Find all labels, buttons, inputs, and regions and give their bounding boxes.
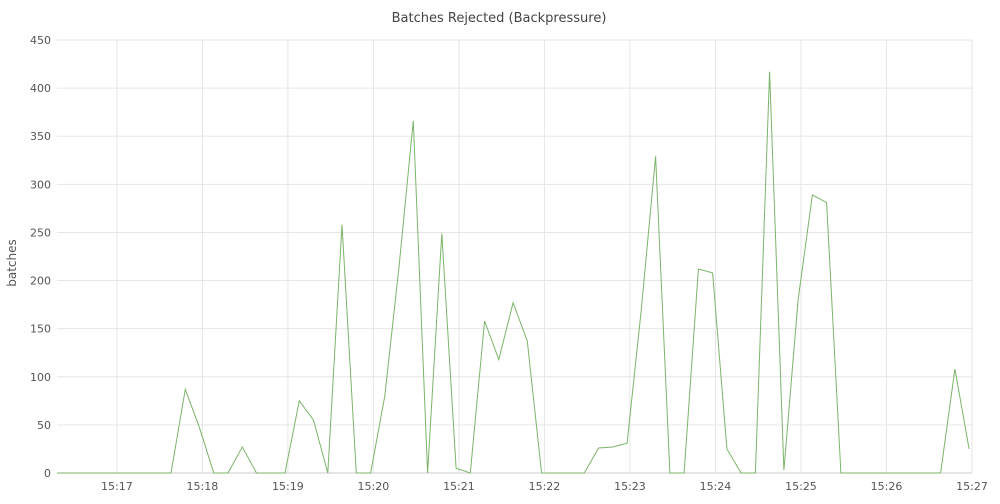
y-tick-label: 50: [37, 419, 51, 432]
x-tick-label: 15:22: [529, 480, 561, 493]
x-tick-label: 15:23: [614, 480, 646, 493]
x-tick-label: 15:24: [700, 480, 732, 493]
x-tick-label: 15:20: [358, 480, 390, 493]
y-tick-label: 400: [30, 82, 51, 95]
x-tick-label: 15:27: [956, 480, 988, 493]
y-tick-label: 450: [30, 34, 51, 47]
x-tick-label: 15:26: [871, 480, 903, 493]
axis-ticks: 0 50 100 150 200 250 300 350 400 450 15:17 15:18 15:…: [30, 34, 988, 493]
x-tick-label: 15:21: [443, 480, 475, 493]
y-tick-label: 350: [30, 130, 51, 143]
series-layer: [57, 71, 970, 474]
y-tick-label: 200: [30, 275, 51, 288]
chart-title: Batches Rejected (Backpressure): [392, 11, 607, 26]
y-tick-label: 100: [30, 371, 51, 384]
y-tick-label: 300: [30, 178, 51, 191]
series-line: [57, 71, 970, 474]
x-tick-label: 15:19: [272, 480, 304, 493]
x-tick-label: 15:18: [187, 480, 219, 493]
y-axis-label: batches: [5, 239, 19, 287]
x-tick-label: 15:25: [785, 480, 817, 493]
y-tick-label: 250: [30, 226, 51, 239]
y-tick-label: 0: [44, 467, 51, 480]
x-tick-label: 15:17: [101, 480, 133, 493]
y-tick-label: 150: [30, 323, 51, 336]
grid: [57, 39, 973, 474]
